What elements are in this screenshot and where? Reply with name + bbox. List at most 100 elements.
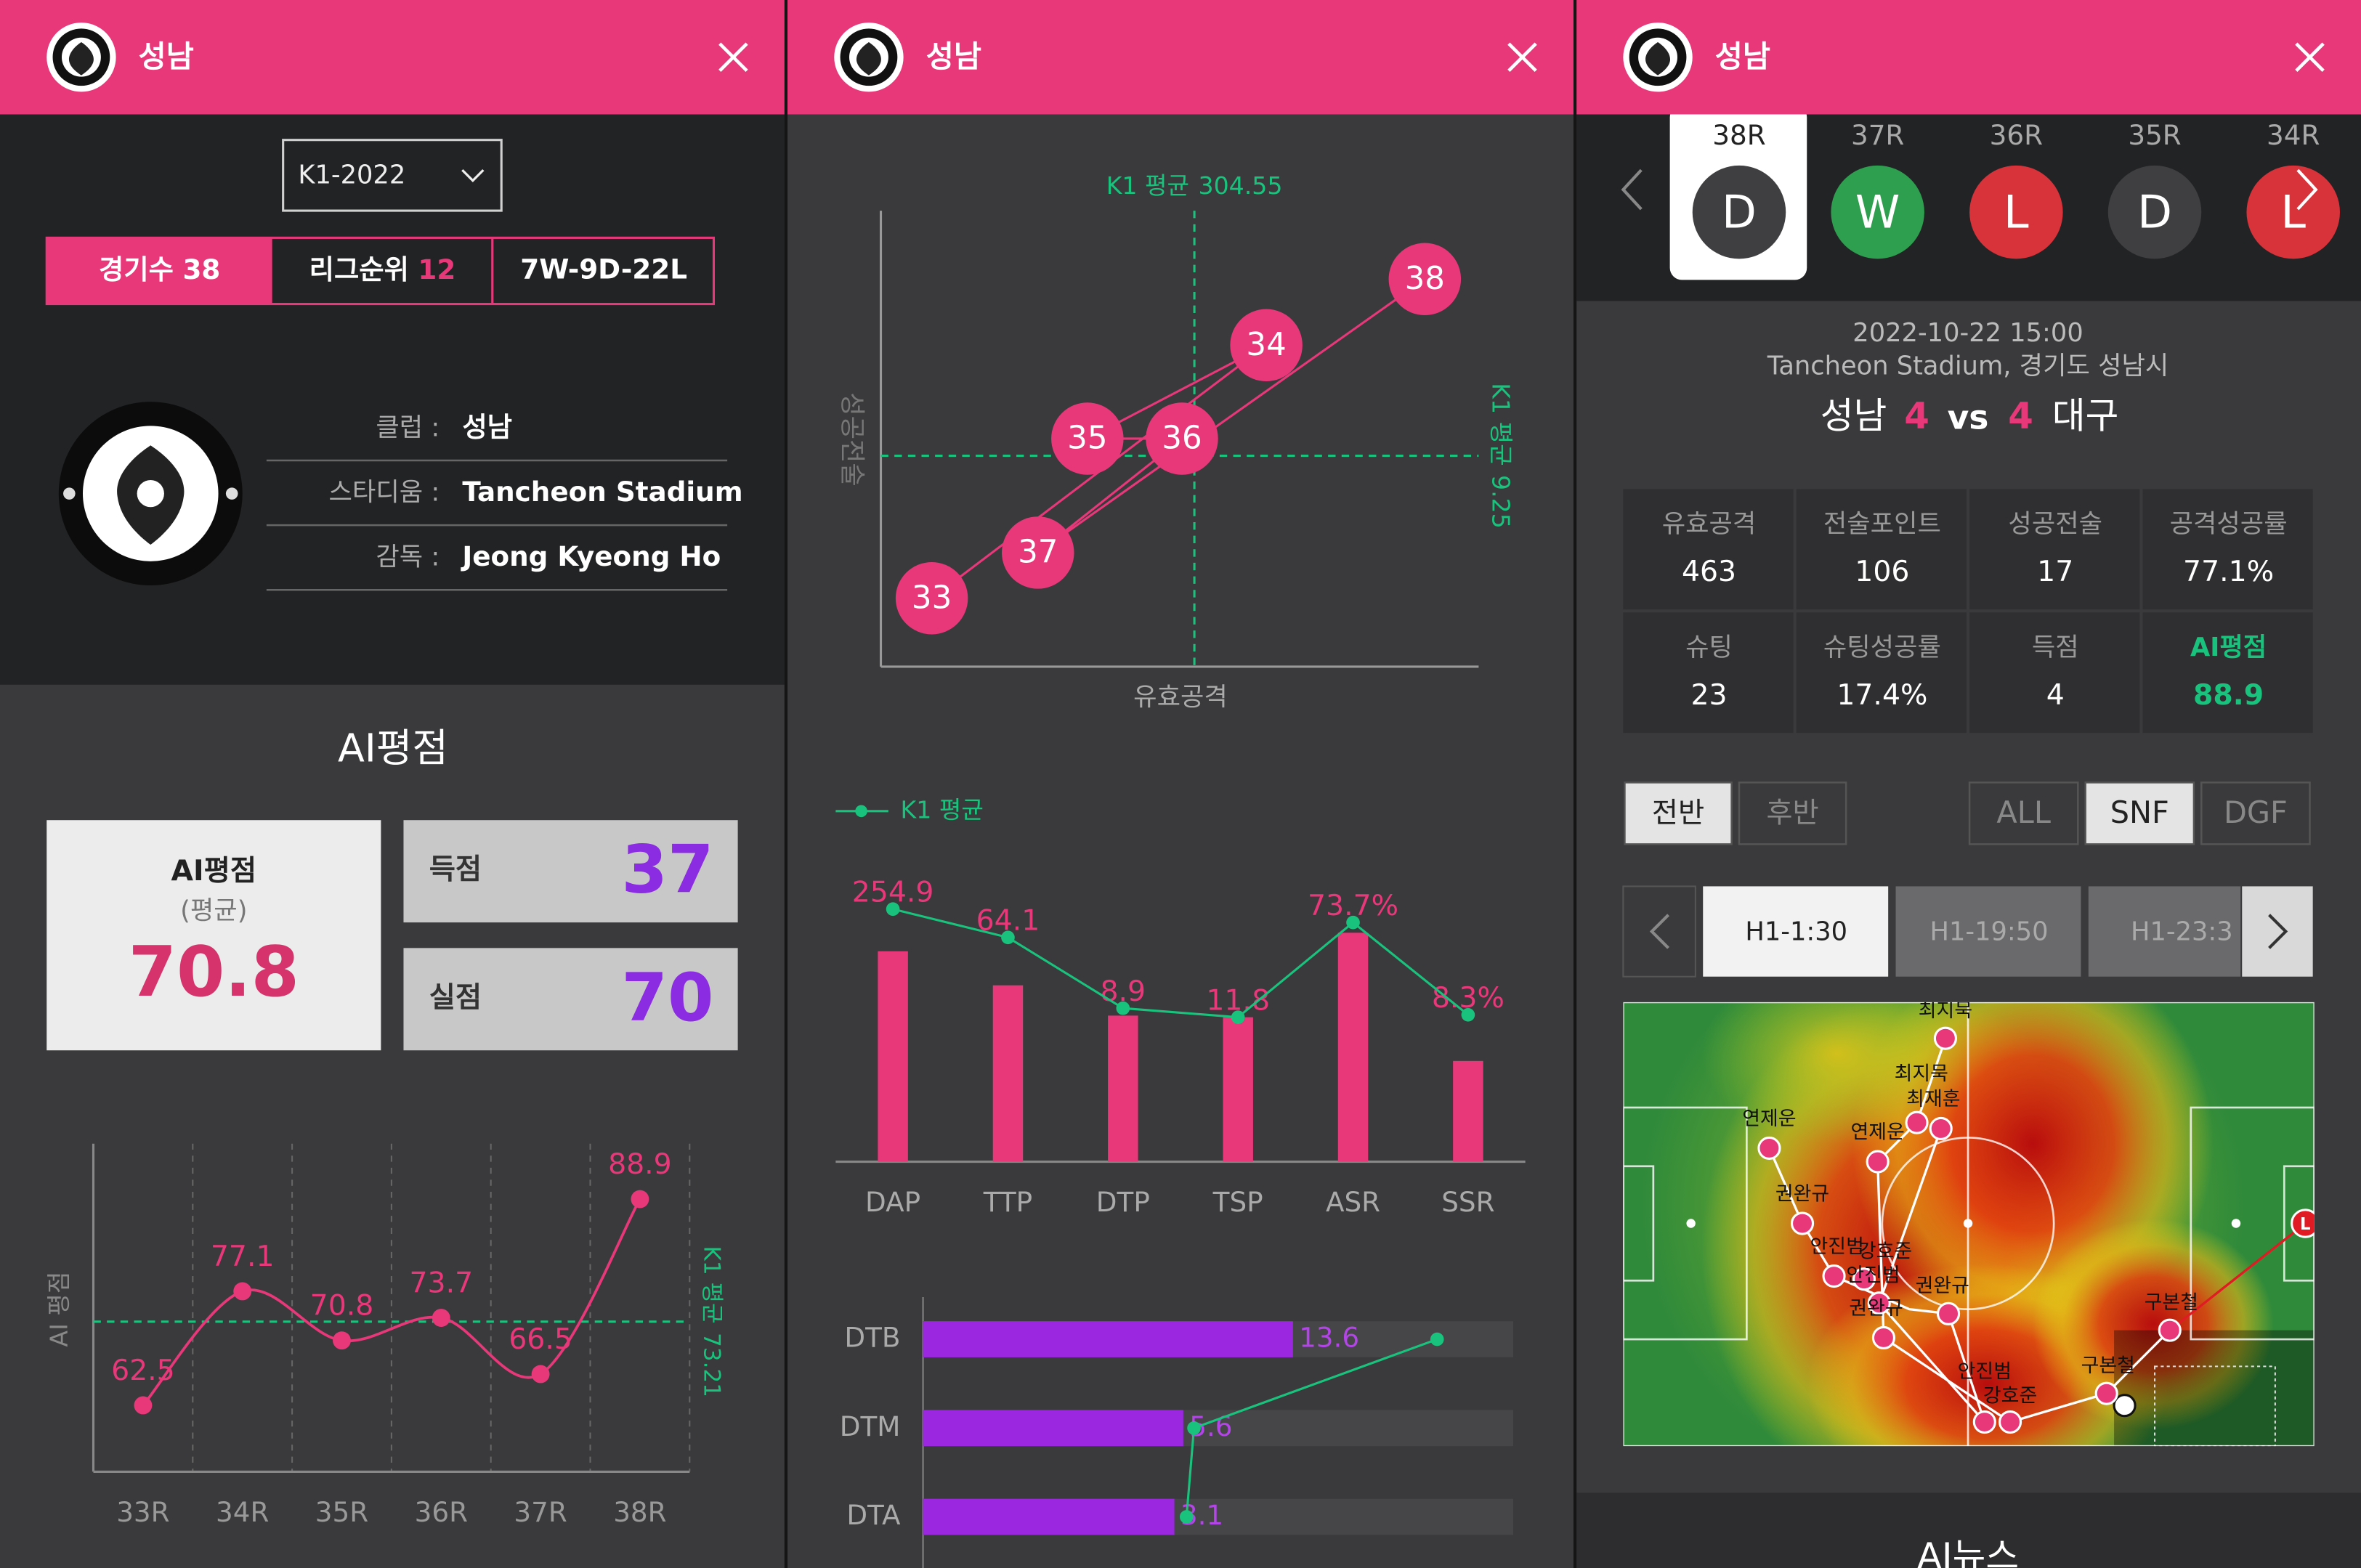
player-name: 강호준	[1858, 1240, 1912, 1262]
x-tick-label: DTP	[1096, 1186, 1150, 1218]
ai-card-value: 70.8	[129, 933, 299, 1012]
player-node	[1866, 1150, 1890, 1174]
player-name: 구본철	[2081, 1354, 2135, 1377]
close-button[interactable]	[1507, 42, 1537, 72]
close-button[interactable]	[2295, 42, 2325, 72]
reference-point	[1001, 930, 1015, 945]
reference-point	[1231, 1010, 1245, 1024]
x-tick-label: 33R	[116, 1496, 169, 1528]
reference-value: 9.25	[1487, 475, 1515, 529]
filter-tab[interactable]	[2200, 781, 2311, 845]
x-tick-label: 35R	[315, 1496, 368, 1528]
x-tick-label: SSR	[1441, 1186, 1494, 1218]
player-name: 안진범	[1846, 1264, 1900, 1287]
player-node	[1822, 1264, 1846, 1288]
section-title: AI평점	[338, 726, 448, 771]
zone-box	[2154, 1365, 2276, 1447]
result-badge[interactable]	[1831, 165, 1924, 259]
home-team: 성남	[1821, 395, 1887, 437]
point	[531, 1365, 550, 1384]
reference-value: 304.55	[1198, 171, 1282, 199]
round-label[interactable]: 35R	[2128, 119, 2181, 151]
stat-cell	[2142, 612, 2313, 734]
result-badge[interactable]	[1692, 165, 1786, 259]
point	[631, 1190, 649, 1209]
heat-zone	[1701, 1002, 1973, 1144]
close-button[interactable]	[718, 42, 748, 72]
header-logo-emblem	[1645, 42, 1671, 76]
player-node	[1757, 1136, 1781, 1160]
result-label: L	[2280, 185, 2306, 238]
prev-arrow[interactable]	[1621, 168, 1643, 211]
club-logo	[58, 402, 243, 585]
next-arrow[interactable]	[2296, 168, 2318, 211]
half-tab[interactable]	[1738, 781, 1847, 845]
reference-name: K1 평균	[1106, 171, 1189, 199]
select-value: K1-2022	[298, 160, 405, 190]
header-logo-emblem	[856, 42, 881, 76]
reference-label: K1 평균 9.25	[1487, 383, 1515, 529]
pass-path	[1767, 1147, 1986, 1423]
result-badge[interactable]	[2107, 165, 2202, 259]
info-value: Tancheon Stadium	[462, 476, 742, 508]
timeline-tab[interactable]	[2088, 886, 2241, 977]
timeline-next[interactable]	[2242, 886, 2313, 977]
shot-line	[2168, 1222, 2307, 1331]
value-label: 73.7	[409, 1266, 473, 1299]
games-label: 경기수	[99, 253, 174, 285]
select-box[interactable]	[282, 139, 503, 212]
header-title: 성남	[1715, 39, 1770, 74]
season-select[interactable]: K1-2022	[282, 139, 503, 212]
filter-tab-label: ALL	[1996, 795, 2051, 830]
reference-point	[1346, 915, 1360, 930]
point-label: 34	[1246, 327, 1286, 363]
x-tick-label: 36R	[415, 1496, 468, 1528]
filter-tab[interactable]	[1968, 781, 2079, 845]
y-tick-label: DTB	[844, 1322, 900, 1354]
round-label[interactable]: 38R	[1712, 119, 1765, 151]
result-badge[interactable]	[1969, 165, 2063, 259]
stat-value: 17	[2037, 555, 2073, 588]
round-label[interactable]: 37R	[1851, 119, 1904, 151]
heat-zone	[2033, 1219, 2274, 1430]
bar	[1108, 1015, 1138, 1162]
point	[233, 1282, 252, 1301]
goal-box	[2283, 1165, 2315, 1282]
player-node	[2158, 1318, 2182, 1342]
round-label[interactable]: 34R	[2267, 119, 2320, 151]
half-tab[interactable]	[1624, 781, 1733, 845]
marker	[2291, 1209, 2315, 1238]
reference-point	[1430, 1332, 1444, 1346]
timeline-prev[interactable]	[1622, 885, 1696, 978]
point	[1002, 516, 1074, 589]
player-name: 연제운	[1742, 1108, 1796, 1130]
stat-cell	[1969, 489, 2140, 610]
point	[1146, 402, 1218, 475]
player-name: 권완규	[1916, 1275, 1969, 1297]
result-label: W	[1855, 185, 1900, 238]
conceded-label: 실점	[429, 980, 482, 1014]
match-venue: Tancheon Stadium, 경기도 성남시	[1767, 352, 2169, 381]
logo-dot	[225, 487, 238, 500]
away-team: 대구	[2052, 395, 2119, 437]
timeline-tab[interactable]	[1895, 886, 2081, 977]
y-axis-label: AI 평점	[44, 1272, 73, 1347]
point	[432, 1309, 450, 1327]
player-node	[1867, 1291, 1891, 1315]
bar	[923, 1410, 1183, 1447]
player-name: 안진범	[1958, 1360, 2012, 1383]
conceded-card	[403, 948, 738, 1051]
goals-card	[403, 820, 738, 923]
stat-label: AI평점	[2190, 633, 2267, 662]
filter-tab[interactable]	[2084, 781, 2195, 845]
reference-line	[892, 908, 1469, 1019]
half-tab-label: 전반	[1652, 796, 1704, 829]
x-tick-label: 38R	[613, 1496, 666, 1528]
home-score: 4	[1904, 395, 1929, 437]
point-label: 36	[1162, 421, 1202, 457]
round-label[interactable]: 36R	[1990, 119, 2043, 151]
timeline-tab[interactable]	[1703, 886, 1889, 977]
player-node	[1937, 1301, 1961, 1325]
header-bar	[787, 0, 1574, 115]
stat-value: 106	[1855, 555, 1909, 588]
